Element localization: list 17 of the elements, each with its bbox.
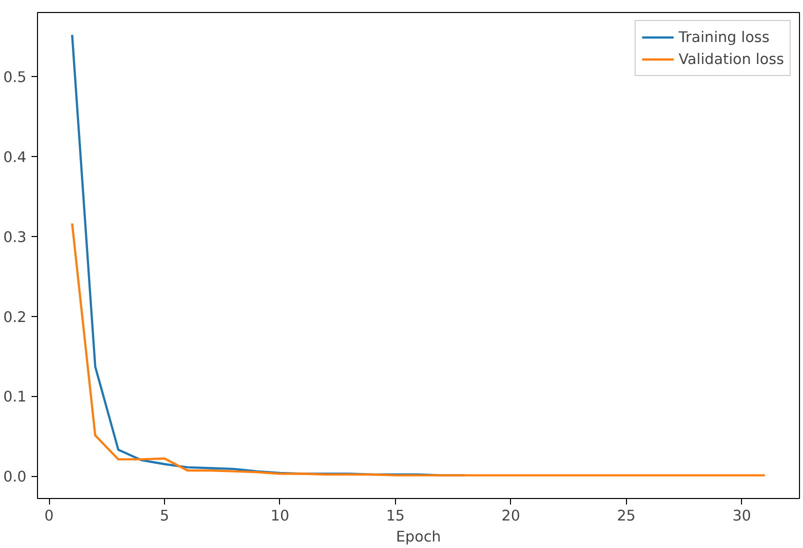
x-tick-label: 5 [160, 508, 170, 524]
y-tick-label: 0.5 [3, 68, 27, 86]
x-tick-label: 30 [732, 508, 752, 524]
y-tick-label: 0.3 [3, 228, 27, 246]
x-tick-label: 0 [44, 508, 54, 524]
y-tick-label: 0.0 [3, 468, 27, 486]
x-tick-label: 10 [270, 508, 290, 524]
x-axis-title: Epoch [396, 528, 441, 546]
x-tick-label: 25 [616, 508, 636, 524]
y-tick-label: 0.4 [3, 148, 27, 166]
y-tick-label: 0.2 [3, 308, 27, 326]
x-tick-label: 15 [386, 508, 405, 524]
legend-label: Training loss [678, 28, 770, 46]
line-series [71, 222, 766, 476]
y-tick-label: 0.1 [3, 388, 27, 406]
x-tick-label: 20 [502, 508, 520, 524]
legend-label: Validation loss [678, 50, 784, 68]
